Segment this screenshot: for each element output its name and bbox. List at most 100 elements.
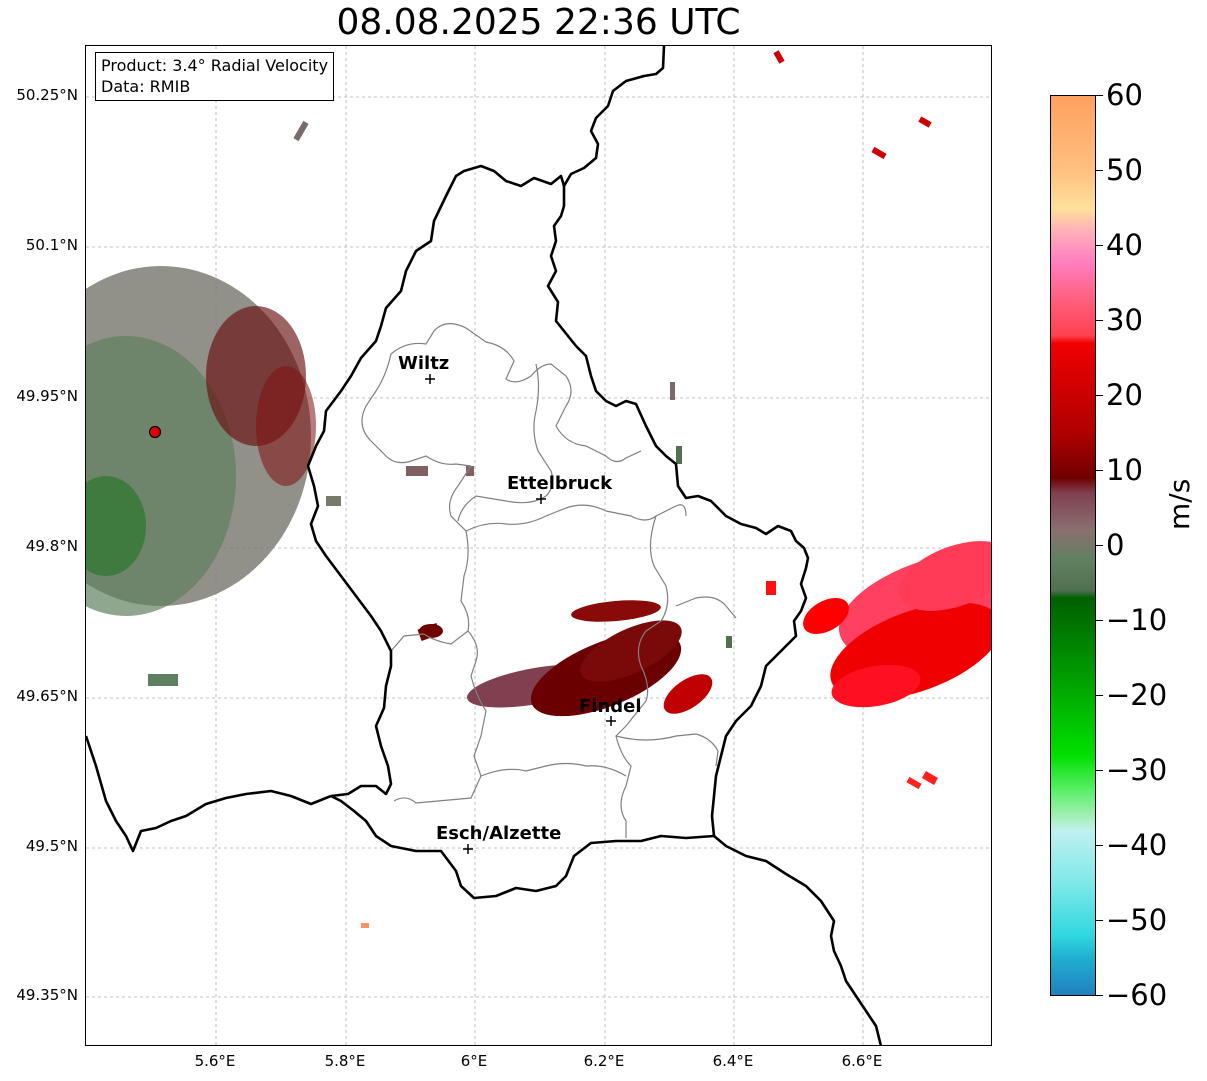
- canton-line: [637, 515, 669, 667]
- colorbar-tick-label: 50: [1106, 153, 1143, 187]
- radar-map[interactable]: Wiltz Ettelbruck Findel Esch/Alzette: [85, 45, 992, 1046]
- colorbar-tick-mark: [1096, 245, 1103, 246]
- colorbar-tick-mark: [1096, 545, 1103, 546]
- colorbar-tick-mark: [1096, 95, 1103, 96]
- map-canvas: Wiltz Ettelbruck Findel Esch/Alzette: [86, 46, 991, 1045]
- national-borders: [86, 46, 883, 1045]
- colorbar-tick-label: 30: [1106, 303, 1143, 337]
- city-marker-icon: [536, 494, 546, 504]
- lon-tick-label: 6.2°E: [583, 1052, 625, 1070]
- border-east: [546, 46, 810, 837]
- colorbar-tick-label: −60: [1106, 978, 1168, 1012]
- echo-field-red: [256, 366, 316, 486]
- echo-speck: [466, 466, 474, 476]
- lat-tick-label: 49.65°N: [16, 687, 78, 705]
- city-label: Wiltz: [398, 353, 449, 374]
- colorbar-tick-label: −50: [1106, 903, 1168, 937]
- colorbar-tick-mark: [1096, 170, 1103, 171]
- canton-line: [675, 596, 737, 619]
- colorbar-tick-mark: [1096, 320, 1103, 321]
- echo-field-darkgreen: [86, 476, 146, 576]
- canton-line: [615, 733, 719, 767]
- city-label: Esch/Alzette: [436, 823, 561, 844]
- colorbar-tick-label: −10: [1106, 603, 1168, 637]
- echo-storm-red: [803, 597, 849, 635]
- city-findel: Findel: [579, 696, 642, 726]
- echo-speck: [871, 146, 887, 160]
- echo-speck: [406, 466, 428, 476]
- colorbar-tick-mark: [1096, 845, 1103, 846]
- product-info-box: Product: 3.4° Radial Velocity Data: RMIB: [95, 52, 335, 101]
- colorbar-unit-label: m/s: [1163, 478, 1196, 530]
- echo-speck: [670, 382, 675, 400]
- canton-line: [390, 530, 470, 652]
- echo-band-east: [663, 674, 713, 714]
- echo-storm-red: [831, 664, 921, 708]
- echo-speck: [148, 674, 178, 686]
- echo-speck: [726, 636, 732, 648]
- echo-speck: [773, 50, 785, 64]
- canton-line: [361, 353, 472, 467]
- border-south: [330, 794, 715, 900]
- colorbar-tick-label: −40: [1106, 828, 1168, 862]
- lon-tick-label: 5.8°E: [324, 1052, 366, 1070]
- lon-tick-label: 6°E: [460, 1052, 488, 1070]
- colorbar-tick-label: 60: [1106, 78, 1143, 112]
- data-source-label: Data: RMIB: [101, 77, 191, 96]
- canton-line: [390, 323, 642, 463]
- echo-speck: [293, 120, 309, 142]
- map-title: 08.08.2025 22:36 UTC: [336, 2, 741, 43]
- colorbar-tick-label: 20: [1106, 378, 1143, 412]
- velocity-colorbar: [1050, 95, 1096, 996]
- colorbar-tick-mark: [1096, 920, 1103, 921]
- echo-speck: [918, 116, 932, 128]
- colorbar-tick-label: 10: [1106, 453, 1143, 487]
- city-marker-icon: [463, 844, 473, 854]
- lat-tick-label: 49.8°N: [25, 537, 78, 555]
- canton-line: [480, 762, 627, 777]
- radar-echoes-east: [803, 541, 991, 708]
- radar-site-marker: [148, 425, 162, 439]
- echo-speck: [766, 581, 776, 595]
- radar-echoes-central: [419, 600, 713, 717]
- canton-line: [448, 465, 687, 532]
- border-belgium: [306, 164, 566, 798]
- canton-boundaries: [361, 323, 737, 838]
- lat-tick-label: 49.5°N: [25, 837, 78, 855]
- echo-speck: [921, 771, 939, 785]
- border-southeast: [713, 835, 883, 1045]
- city-esch: Esch/Alzette: [436, 823, 561, 854]
- colorbar-tick-label: 40: [1106, 228, 1143, 262]
- lon-tick-label: 6.6°E: [841, 1052, 883, 1070]
- colorbar-tick-mark: [1096, 995, 1103, 996]
- echo-band-west: [419, 624, 443, 638]
- echo-band-core: [580, 620, 682, 682]
- border-belgium-france: [86, 735, 332, 853]
- colorbar-tick-label: −30: [1106, 753, 1168, 787]
- echo-speck: [361, 923, 369, 928]
- city-wiltz: Wiltz: [398, 353, 449, 384]
- city-markers: Wiltz Ettelbruck Findel Esch/Alzette: [398, 353, 642, 854]
- city-ettelbruck: Ettelbruck: [507, 473, 613, 504]
- canton-line: [393, 630, 487, 804]
- lon-tick-label: 5.6°E: [194, 1052, 236, 1070]
- radar-echoes-west: [86, 266, 316, 616]
- colorbar-tick-mark: [1096, 770, 1103, 771]
- colorbar-tick-mark: [1096, 470, 1103, 471]
- echo-speck: [906, 776, 922, 790]
- lat-tick-label: 49.95°N: [16, 387, 78, 405]
- echo-speck: [326, 496, 341, 506]
- city-marker-icon: [606, 716, 616, 726]
- canton-line: [457, 363, 554, 522]
- product-label: Product: 3.4° Radial Velocity: [101, 56, 329, 75]
- city-marker-icon: [425, 374, 435, 384]
- lon-tick-label: 6.4°E: [712, 1052, 754, 1070]
- lat-tick-label: 50.1°N: [25, 236, 78, 254]
- lat-tick-label: 50.25°N: [16, 86, 78, 104]
- echo-storm-pink: [898, 541, 991, 611]
- colorbar-tick-label: 0: [1106, 528, 1125, 562]
- colorbar-tick-mark: [1096, 620, 1103, 621]
- city-label: Ettelbruck: [507, 473, 613, 494]
- lat-tick-label: 49.35°N: [16, 986, 78, 1004]
- echo-speck: [676, 446, 682, 464]
